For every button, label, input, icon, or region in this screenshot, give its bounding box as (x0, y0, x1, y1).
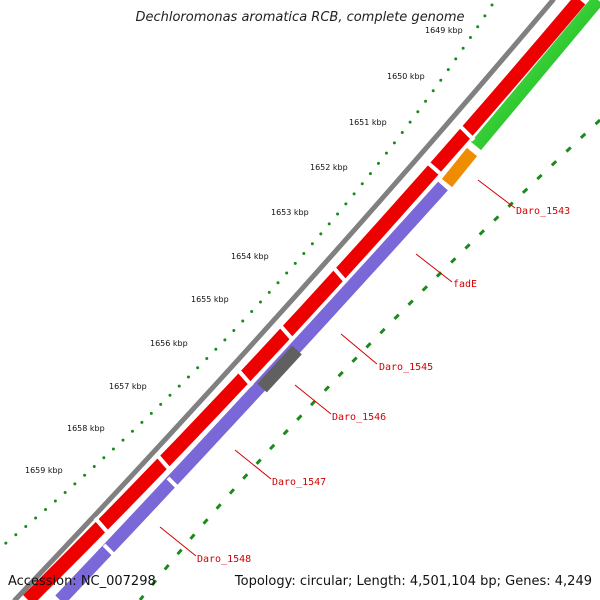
genome-summary-text: Topology: circular; Length: 4,501,104 bp… (234, 574, 592, 589)
backbone (12, 0, 556, 600)
gene-label[interactable]: Daro_1543 (516, 206, 570, 217)
gene-leaders (159, 179, 516, 557)
tick-label: 1651 kbp (349, 118, 387, 127)
gene-label[interactable]: Daro_1548 (197, 554, 251, 565)
inner-tick-track (138, 118, 600, 600)
green-feature (471, 0, 600, 151)
tick-label: 1656 kbp (150, 339, 188, 348)
tick-label: 1654 kbp (231, 252, 269, 261)
gray-feature (257, 345, 302, 393)
accession-text: Accession: NC_007298 (8, 574, 156, 589)
reverse-strand-track (55, 181, 448, 600)
gene-label[interactable]: fadE (453, 279, 477, 290)
tick-label: 1658 kbp (67, 424, 105, 433)
tick-label: 1650 kbp (387, 72, 425, 81)
tick-label: 1652 kbp (310, 163, 348, 172)
tick-label: 1649 kbp (425, 26, 463, 35)
gene-labels: Daro_1543 fadE Daro_1545 Daro_1546 Daro_… (197, 206, 570, 565)
reverse-strand-gaps (102, 476, 184, 561)
outer-dotted-track (0, 3, 494, 550)
gene-label[interactable]: Daro_1547 (272, 477, 326, 488)
forward-strand-gaps (93, 122, 476, 536)
tick-label: 1659 kbp (25, 466, 63, 475)
gene-label[interactable]: Daro_1545 (379, 362, 433, 373)
orange-feature (441, 147, 478, 188)
tick-labels: 1649 kbp 1650 kbp 1651 kbp 1652 kbp 1653… (25, 26, 463, 475)
tick-label: 1653 kbp (271, 208, 309, 217)
forward-strand-track (23, 0, 586, 600)
gene-label[interactable]: Daro_1546 (332, 412, 386, 423)
tick-label: 1655 kbp (191, 295, 229, 304)
map-title: Dechloromonas aromatica RCB, complete ge… (135, 10, 465, 25)
tick-label: 1657 kbp (109, 382, 147, 391)
